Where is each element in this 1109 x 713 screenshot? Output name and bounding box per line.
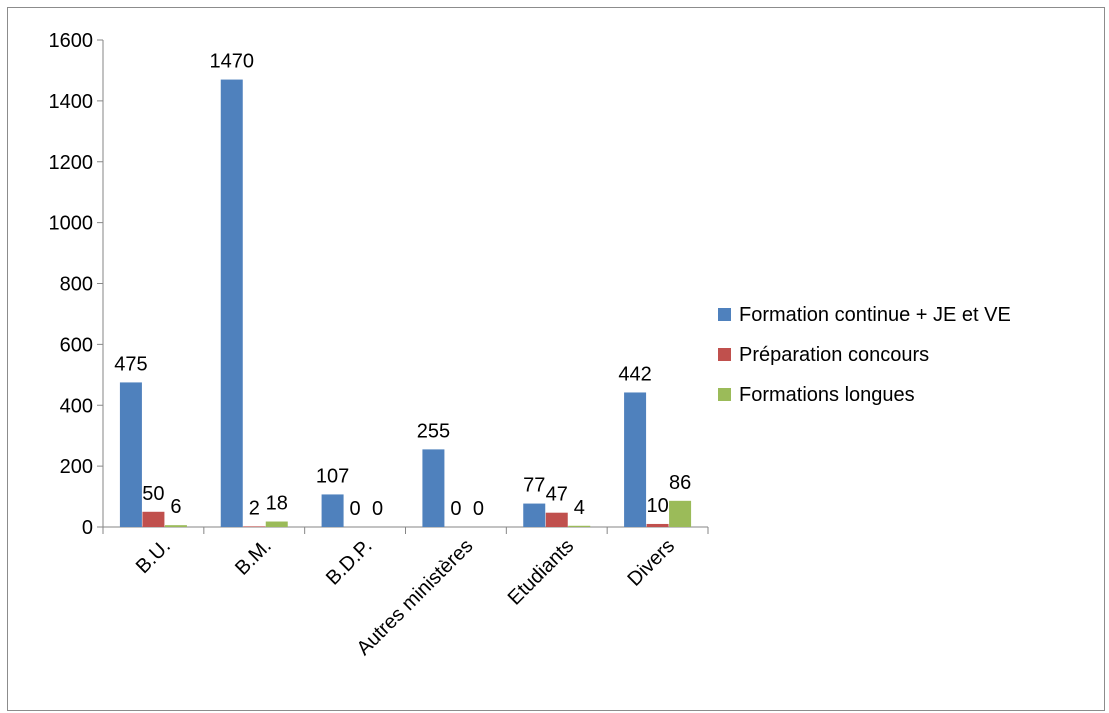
bar (568, 525, 591, 527)
legend-swatch (718, 308, 731, 321)
data-label: 47 (546, 484, 568, 506)
data-label: 0 (473, 498, 484, 520)
data-label: 10 (646, 495, 668, 517)
chart-frame (7, 7, 1105, 711)
x-category-label: B.M. (231, 535, 276, 580)
y-tick-label: 1600 (49, 30, 94, 52)
bar (220, 79, 243, 527)
bar (545, 512, 568, 527)
bar (265, 521, 288, 527)
legend-swatch (718, 388, 731, 401)
bar (164, 525, 187, 527)
y-tick-label: 0 (82, 517, 93, 539)
data-label: 86 (669, 472, 691, 494)
bar (142, 511, 165, 527)
data-label: 6 (170, 496, 181, 518)
y-tick-label: 200 (60, 456, 93, 478)
x-category-label: Etudiants (504, 535, 579, 610)
legend-label: Formation continue + JE et VE (739, 304, 1011, 326)
data-label: 2 (249, 497, 260, 519)
data-label: 442 (618, 363, 651, 385)
bar (422, 449, 445, 527)
bar (523, 503, 546, 527)
y-tick-label: 800 (60, 274, 93, 296)
data-label: 475 (114, 353, 147, 375)
x-category-label: Divers (623, 535, 679, 591)
bar (669, 500, 692, 527)
data-label: 18 (266, 493, 288, 515)
bar (321, 494, 344, 527)
data-label: 107 (316, 465, 349, 487)
legend-label: Préparation concours (739, 344, 929, 366)
bar (119, 382, 142, 527)
y-tick-label: 1400 (49, 91, 94, 113)
data-label: 0 (372, 498, 383, 520)
data-label: 1470 (210, 51, 255, 73)
data-label: 0 (450, 498, 461, 520)
y-tick-label: 1200 (49, 152, 94, 174)
data-label: 0 (350, 498, 361, 520)
legend: Formation continue + JE et VE Préparation… (718, 304, 1011, 406)
legend-label: Formations longues (739, 384, 915, 406)
data-label: 77 (523, 475, 545, 497)
x-category-label: B.D.P. (322, 535, 377, 590)
x-category-label: B.U. (132, 535, 175, 578)
legend-swatch (718, 348, 731, 361)
y-tick-label: 400 (60, 395, 93, 417)
data-label: 4 (574, 497, 585, 519)
bar (646, 523, 669, 527)
y-tick-label: 600 (60, 334, 93, 356)
y-tick-label: 1000 (49, 213, 94, 235)
bar (243, 526, 266, 527)
data-label: 50 (142, 483, 164, 505)
bar (624, 392, 647, 527)
bars (119, 79, 692, 527)
data-label: 255 (417, 420, 450, 442)
